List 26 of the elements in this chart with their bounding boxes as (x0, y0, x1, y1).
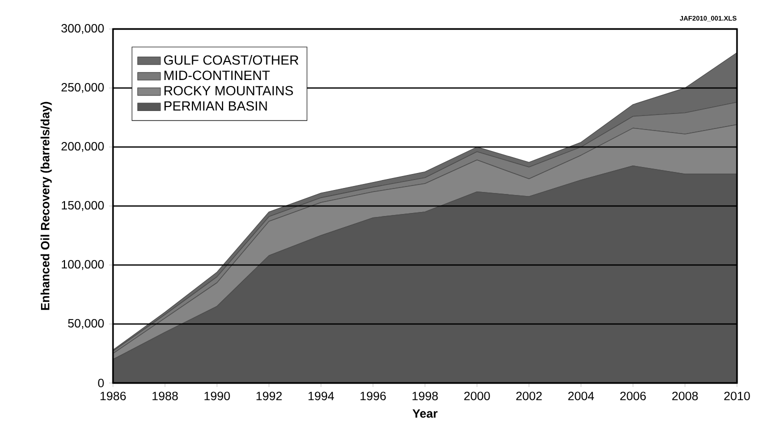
legend-label: GULF COAST/OTHER (164, 54, 298, 65)
y-tick-label: 100,000 (62, 260, 104, 270)
y-tick-label: 200,000 (62, 142, 104, 152)
x-tick-label: 1992 (256, 392, 282, 400)
x-tick-label: 1988 (152, 392, 178, 400)
x-tick-label: 2000 (464, 392, 490, 400)
legend-label: ROCKY MOUNTAINS (164, 86, 293, 96)
legend-label: PERMIAN BASIN (164, 101, 267, 111)
y-tick-label: 150,000 (62, 201, 104, 211)
y-axis-title: Enhanced Oil Recovery (barrels/day) (40, 102, 52, 310)
legend-label: MID-CONTINENT (164, 70, 270, 80)
x-tick-label: 2008 (672, 392, 698, 400)
x-tick-label: 1994 (308, 392, 334, 400)
x-tick-label: 1996 (360, 392, 386, 400)
x-tick-label: 2004 (568, 392, 594, 400)
y-tick-label: 50,000 (68, 319, 104, 329)
x-tick-label: 1990 (204, 392, 230, 400)
x-axis-title: Year (412, 409, 438, 418)
y-tick-label: 300,000 (61, 24, 104, 34)
y-tick-label: 250,000 (62, 83, 104, 93)
x-tick-label: 2010 (724, 392, 750, 400)
x-tick-label: 2006 (620, 392, 646, 400)
x-tick-label: 1986 (100, 392, 126, 400)
x-tick-label: 1998 (412, 392, 438, 400)
y-tick-label: 0 (98, 378, 104, 388)
x-tick-label: 2002 (516, 392, 542, 400)
